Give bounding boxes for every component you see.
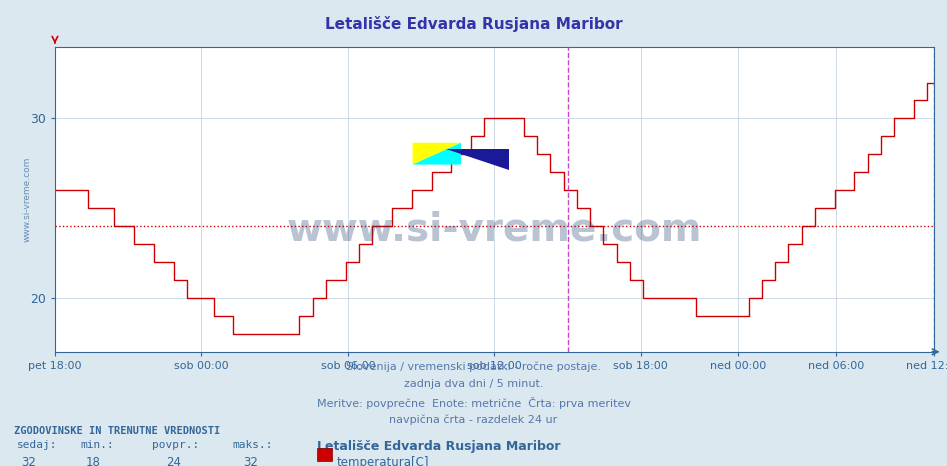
Text: maks.:: maks.: (232, 440, 273, 450)
Text: ZGODOVINSKE IN TRENUTNE VREDNOSTI: ZGODOVINSKE IN TRENUTNE VREDNOSTI (14, 426, 221, 436)
Text: Letališče Edvarda Rusjana Maribor: Letališče Edvarda Rusjana Maribor (325, 16, 622, 32)
Text: www.si-vreme.com: www.si-vreme.com (23, 157, 31, 242)
Text: min.:: min.: (80, 440, 115, 450)
Text: temperatura[C]: temperatura[C] (336, 456, 429, 466)
Text: povpr.:: povpr.: (152, 440, 199, 450)
Text: 32: 32 (21, 456, 36, 466)
Text: 18: 18 (85, 456, 100, 466)
Text: 32: 32 (243, 456, 259, 466)
Text: sedaj:: sedaj: (17, 440, 58, 450)
Polygon shape (413, 143, 461, 164)
Text: Letališče Edvarda Rusjana Maribor: Letališče Edvarda Rusjana Maribor (317, 440, 561, 453)
Text: 24: 24 (166, 456, 181, 466)
Text: www.si-vreme.com: www.si-vreme.com (287, 211, 702, 249)
Polygon shape (413, 143, 461, 164)
Text: Slovenija / vremenski podatki - ročne postaje.: Slovenija / vremenski podatki - ročne po… (346, 361, 601, 372)
Polygon shape (446, 150, 509, 170)
Text: Meritve: povprečne  Enote: metrične  Črta: prva meritev: Meritve: povprečne Enote: metrične Črta:… (316, 397, 631, 409)
Text: zadnja dva dni / 5 minut.: zadnja dva dni / 5 minut. (403, 379, 544, 389)
Text: navpična črta - razdelek 24 ur: navpična črta - razdelek 24 ur (389, 414, 558, 425)
